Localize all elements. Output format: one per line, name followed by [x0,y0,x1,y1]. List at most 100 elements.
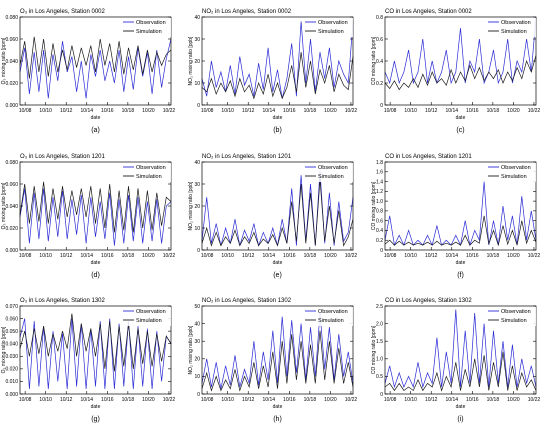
legend-box [486,18,536,37]
panel-letter: (b) [273,127,282,134]
panel-letter: (d) [91,272,100,279]
y-tick-label: 40 [194,15,200,21]
y-axis-label: NO₂ mixing ratio [ppb] [188,181,194,231]
x-tick-label: 10/22 [163,253,176,259]
chart-panel-c: CO in Los Angeles, Station 0002 0 0.2 0.4 0.… [371,9,540,134]
x-tick-label: 10/10 [404,397,417,403]
plot-frame [201,305,354,395]
y-tick-label: 0.040 [5,342,18,348]
y-axis-label: CO mixing ratio [ppm] [371,36,377,85]
chart-title: O₃ in Los Angeles, Station 0002 [20,9,105,15]
x-tick-label: 10/10 [404,253,417,259]
y-tick-label: 20 [194,204,200,210]
x-tick-label: 10/10 [39,108,52,114]
x-tick-label: 10/12 [60,253,73,259]
panel-letter: (h) [273,416,282,423]
x-tick-label: 10/20 [507,108,520,114]
chart-panel-e: NO₂ in Los Angeles, Station 1201 0 10 20 30 4… [188,154,357,279]
y-tick-label: 0.000 [5,103,18,109]
y-tick-label: 0 [197,392,200,398]
x-tick-label: 10/22 [163,108,176,114]
x-tick-label: 10/12 [242,108,255,114]
y-tick-label: 1.0 [376,199,383,205]
x-axis-label: date [273,404,283,410]
x-tick-label: 10/10 [39,397,52,403]
y-tick-label: 2.0 [376,321,383,327]
y-tick-label: 0.2 [376,81,383,87]
y-tick-label: 0.4 [376,228,383,234]
y-tick-label: 0.8 [376,209,383,215]
legend-label: Observation [318,309,348,315]
y-tick-label: 10 [194,374,200,380]
chart-title: O₃ in Los Angeles, Station 1302 [20,298,105,304]
y-tick-label: 1.6 [376,170,383,176]
x-tick-label: 10/20 [324,108,337,114]
x-tick-label: 10/16 [283,108,296,114]
x-tick-label: 10/22 [163,397,176,403]
y-tick-label: 0.010 [5,379,18,385]
series-line-simulation [19,181,172,233]
y-tick-label: 0.6 [376,218,383,224]
x-tick-label: 10/18 [122,253,135,259]
legend-box [121,163,171,182]
series-line-simulation [19,313,172,372]
x-axis-label: date [273,260,283,266]
chart-title: CO in Los Angeles, Station 0002 [385,9,472,15]
x-tick-label: 10/20 [142,397,155,403]
panel-letter: (g) [91,416,100,423]
series-line-observation [201,21,354,99]
x-tick-label: 10/22 [345,397,358,403]
y-tick-label: 0.5 [376,374,383,380]
y-tick-label: 0.020 [5,81,18,87]
x-tick-label: 10/08 [19,253,32,259]
y-axis-label: CO mixing ratio [ppm] [371,325,377,374]
y-axis-label: O₃ mixing ratio [ppm] [1,326,7,373]
x-tick-label: 10/08 [19,108,32,114]
x-tick-label: 10/18 [304,253,317,259]
x-tick-label: 10/14 [263,253,276,259]
x-tick-label: 10/08 [384,253,397,259]
series-line-simulation [384,351,537,392]
x-tick-label: 10/16 [466,108,479,114]
chart-title: NO₂ in Los Angeles, Station 1302 [202,298,292,304]
y-tick-label: 30 [194,339,200,345]
y-tick-label: 10 [194,81,200,87]
x-tick-label: 10/16 [466,397,479,403]
chart-title: CO in Los Angeles, Station 1302 [385,298,472,304]
x-tick-label: 10/18 [304,108,317,114]
legend-label: Observation [136,309,166,315]
x-axis-label: date [456,404,466,410]
x-tick-label: 10/14 [263,397,276,403]
x-axis-label: date [456,115,466,121]
y-tick-label: 1.2 [376,189,383,195]
x-tick-label: 10/12 [60,108,73,114]
legend-box [303,307,353,326]
chart-panel-f: CO in Los Angeles, Station 1201 0 0.2 0.4 0.… [371,154,540,279]
panel-letter: (e) [273,272,282,279]
y-tick-label: 0.020 [5,367,18,373]
x-tick-label: 10/10 [39,253,52,259]
series-line-observation [201,312,354,389]
legend-box [121,18,171,37]
x-tick-label: 10/22 [528,108,541,114]
chart-panel-a: O₃ in Los Angeles, Station 0002 0.000 0.02… [1,9,175,134]
y-tick-label: 1.4 [376,179,383,185]
y-tick-label: 1.5 [376,339,383,345]
series-line-simulation [384,215,537,247]
y-tick-label: 10 [194,226,200,232]
y-tick-label: 1.8 [376,160,383,166]
x-tick-label: 10/14 [446,397,459,403]
x-tick-label: 10/14 [81,253,94,259]
y-tick-label: 30 [194,37,200,43]
x-axis-label: date [273,115,283,121]
y-axis-label: CO mixing ratio [ppm] [371,181,377,230]
series-line-observation [201,170,354,247]
y-tick-label: 1.0 [376,357,383,363]
series-line-simulation [201,330,354,392]
x-tick-label: 10/12 [425,108,438,114]
panel-letter: (i) [457,416,463,423]
y-tick-label: 0.030 [5,354,18,360]
series-line-observation [19,188,172,246]
series-line-observation [384,181,537,247]
x-tick-label: 10/18 [122,108,135,114]
